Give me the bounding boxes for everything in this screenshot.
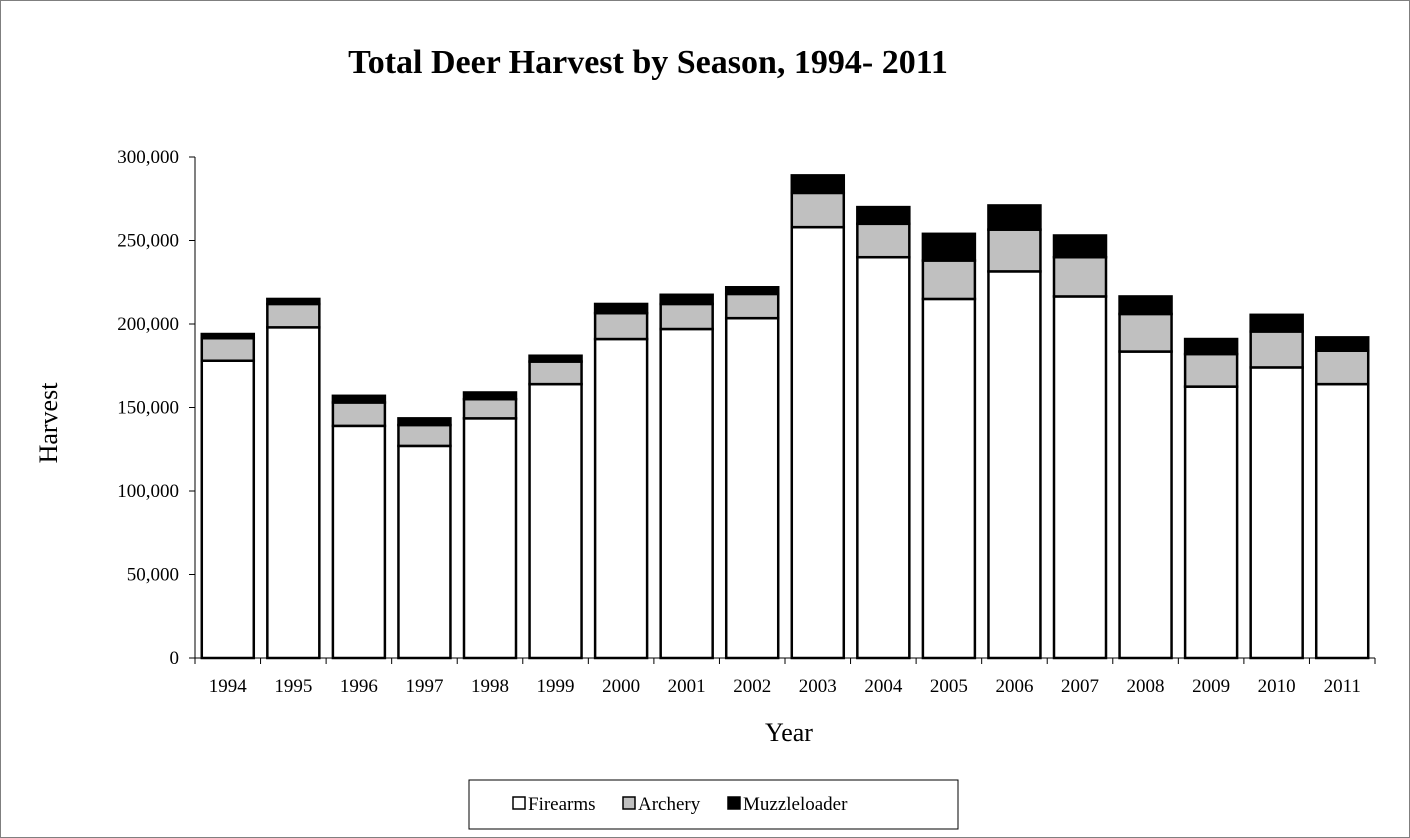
y-tick-label: 250,000 [117,231,179,252]
x-tick-label: 1995 [274,676,312,697]
bar-firearms-2003 [790,225,846,660]
bar-firearms-1996 [331,424,387,660]
x-tick-label: 2006 [995,676,1033,697]
bar-muzzleloader-1994 [200,332,256,340]
bar-archery-1999 [528,360,583,386]
legend-swatch-firearms [512,796,526,810]
bar-muzzleloader-2003 [790,174,846,195]
bar-archery-2004 [856,222,911,259]
bar-archery-2000 [593,311,649,341]
chart-title: Total Deer Harvest by Season, 1994- 2011 [348,44,948,81]
bar-muzzleloader-2007 [1052,234,1108,259]
bar-firearms-1999 [528,382,583,660]
y-tick-label: 50,000 [127,565,179,586]
bar-muzzleloader-2009 [1183,337,1239,356]
bar-firearms-2004 [856,255,911,660]
bar-firearms-2008 [1118,350,1173,660]
bar-firearms-2001 [659,327,714,660]
plot-layer: 0 50,000 100,000 150,000 200,000 250,000 300,0… [117,147,1376,697]
bar-firearms-2010 [1249,366,1304,660]
x-tick-label: 1999 [537,676,575,697]
bar-firearms-2005 [921,297,977,660]
bar-muzzleloader-1999 [528,354,583,363]
bar-muzzleloader-2010 [1249,313,1304,333]
bar-firearms-1995 [266,326,321,660]
x-tick-label: 2001 [668,676,706,697]
bar-muzzleloader-2001 [659,293,714,306]
bar-firearms-1998 [462,417,518,660]
y-axis-label: Harvest [34,382,63,464]
bar-archery-2003 [790,191,846,229]
x-tick-label: 2008 [1127,676,1165,697]
bar-muzzleloader-1996 [331,394,387,404]
bar-archery-1996 [331,401,387,428]
legend-label-archery: Archery [638,794,701,815]
bar-archery-2005 [921,259,977,301]
x-tick-label: 2005 [930,676,968,697]
legend-label-firearms: Firearms [528,794,596,815]
x-tick-label: 2003 [799,676,837,697]
bar-muzzleloader-2008 [1118,295,1173,316]
bar-archery-1995 [266,302,321,329]
bar-muzzleloader-2005 [921,232,977,262]
bar-firearms-2006 [987,270,1042,660]
x-tick-label: 2000 [602,676,640,697]
bar-archery-1998 [462,397,518,420]
x-tick-label: 1998 [471,676,509,697]
bar-firearms-1997 [397,444,452,660]
y-tick-label: 150,000 [117,398,179,419]
bar-firearms-2002 [724,316,780,660]
x-tick-label: 2004 [864,676,903,697]
bar-archery-2011 [1314,349,1370,386]
bar-muzzleloader-2000 [593,302,649,315]
legend-label-muzzleloader: Muzzleloader [743,794,848,815]
x-tick-label: 2011 [1324,676,1361,697]
legend-box [468,779,959,830]
x-tick-label: 1996 [340,676,378,697]
legend-swatch-muzzleloader [727,796,741,810]
bar-muzzleloader-1998 [462,391,518,401]
bar-archery-2008 [1118,312,1173,353]
x-tick-label: 2010 [1258,676,1296,697]
x-tick-label: 1997 [405,676,443,697]
bar-archery-2009 [1183,352,1239,388]
bar-muzzleloader-2006 [987,204,1042,231]
bar-firearms-1994 [200,359,256,660]
bar-firearms-2000 [593,337,649,660]
bar-muzzleloader-2002 [724,286,780,296]
bar-muzzleloader-1995 [266,297,321,306]
bar-firearms-2007 [1052,295,1108,660]
bar-archery-2002 [724,292,780,320]
x-tick-label: 2002 [733,676,771,697]
x-tick-label: 2007 [1061,676,1099,697]
x-tick-label: 2009 [1192,676,1230,697]
y-tick-label: 300,000 [117,147,179,168]
bar-archery-2007 [1052,255,1108,298]
bar-firearms-2011 [1314,382,1370,660]
x-tick-label: 1994 [209,676,248,697]
bar-archery-2010 [1249,330,1304,369]
bar-archery-1997 [397,423,452,448]
y-tick-label: 200,000 [117,314,179,335]
legend: Firearms Archery Muzzleloader [468,779,959,830]
bar-archery-2001 [659,302,714,331]
legend-swatch-archery [622,796,636,810]
bar-firearms-2009 [1183,385,1239,660]
y-tick-label: 0 [170,648,180,669]
bar-muzzleloader-2004 [856,205,911,226]
x-axis-label: Year [765,718,813,747]
bar-archery-2006 [987,228,1042,273]
bar-archery-1994 [200,336,256,362]
y-tick-label: 100,000 [117,481,179,502]
bar-muzzleloader-1997 [397,417,452,427]
bar-muzzleloader-2011 [1314,336,1370,352]
